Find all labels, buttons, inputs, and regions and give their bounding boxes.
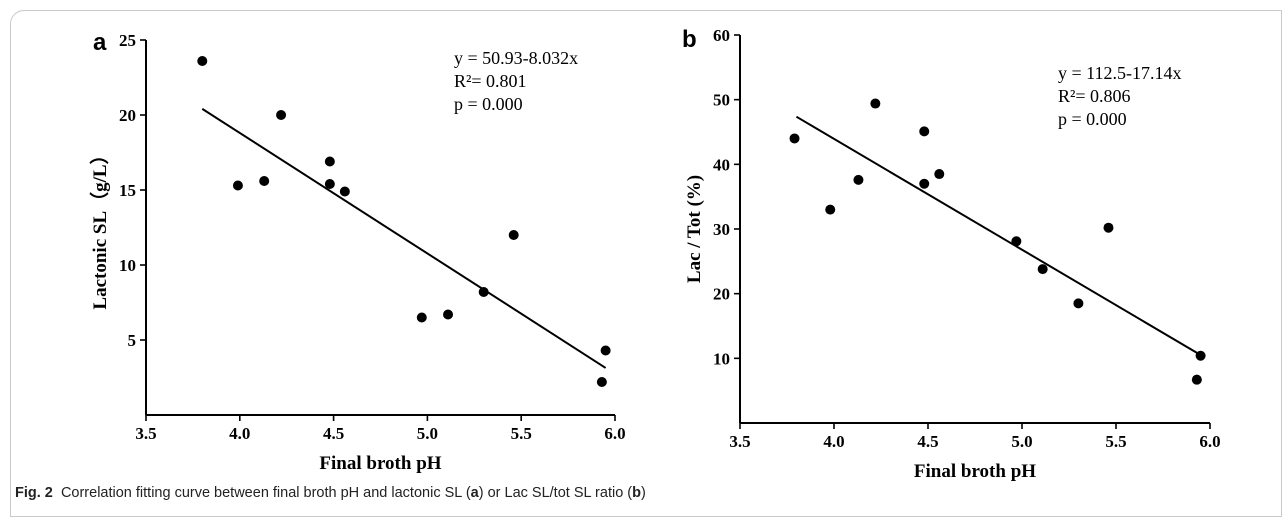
fit-annotation: p = 0.000	[454, 94, 523, 114]
panel-letter: a	[93, 29, 107, 56]
figure-frame	[10, 10, 1282, 517]
x-tick-label: 4.5	[917, 432, 938, 451]
data-point	[276, 110, 287, 120]
data-point	[1191, 374, 1202, 385]
caption-text: Correlation fitting curve between final …	[60, 485, 471, 501]
x-tick-label: 6.0	[1199, 432, 1220, 451]
caption-part-a: a	[470, 485, 479, 501]
y-tick-label: 15	[119, 181, 136, 200]
data-point	[232, 180, 243, 191]
y-axis-title: Lac / Tot (%)	[684, 175, 705, 283]
x-tick-label: 4.0	[823, 432, 844, 451]
data-point	[789, 133, 800, 144]
fit-annotation: R²= 0.806	[1058, 86, 1131, 106]
x-tick-label: 3.5	[729, 432, 750, 451]
panel-letter: b	[682, 26, 697, 53]
y-tick-label: 10	[119, 256, 136, 275]
data-point	[508, 230, 519, 240]
y-tick-label: 10	[713, 349, 730, 368]
data-point	[853, 174, 864, 185]
x-tick-label: 5.5	[1105, 432, 1126, 451]
caption-end: )	[640, 485, 646, 501]
regression-line	[201, 108, 607, 369]
data-point	[870, 98, 881, 109]
y-tick-label: 20	[713, 285, 730, 304]
y-tick-label: 60	[713, 26, 730, 45]
fit-annotation: p = 0.000	[1058, 109, 1127, 129]
data-point	[919, 126, 930, 137]
caption-middle: ) or Lac SL/tot SL ratio (	[478, 485, 633, 501]
fit-annotation: y = 50.93-8.032x	[454, 48, 578, 68]
data-point	[324, 179, 335, 189]
data-point	[324, 156, 335, 167]
data-point	[1073, 298, 1084, 309]
y-tick-label: 25	[119, 31, 136, 50]
data-point	[1103, 222, 1114, 233]
x-tick-label: 5.0	[1011, 432, 1032, 451]
x-tick-label: 5.5	[511, 424, 532, 443]
data-point	[825, 204, 836, 215]
x-axis-title: Final broth pH	[319, 453, 441, 474]
y-tick-label: 30	[713, 220, 730, 239]
data-point	[339, 186, 350, 197]
chart-panel-b: b 3.5 4.0 4.5 5.0 5.5 6.0 10 20 30 40 50 60 Final bro…	[682, 26, 1221, 482]
x-tick-label: 5.0	[417, 424, 438, 443]
y-tick-label: 5	[128, 331, 137, 350]
data-point	[596, 377, 607, 387]
data-point	[1011, 236, 1022, 247]
y-axis-title: Lactonic SL（g/L）	[88, 145, 111, 309]
data-point	[416, 312, 427, 323]
data-point	[1195, 350, 1206, 361]
x-tick-label: 6.0	[604, 424, 625, 443]
data-point	[259, 176, 270, 186]
chart-panel-a: a 3.5 4.0 4.5 5.0 5.5 6.0 5 10 15 20 25 Final broth …	[88, 29, 626, 474]
data-point	[934, 169, 945, 180]
figure-caption: Fig. 2 Correlation fitting curve between…	[15, 485, 1265, 501]
x-axis-title: Final broth pH	[914, 461, 1036, 482]
data-point	[197, 56, 208, 66]
y-tick-label: 50	[713, 91, 730, 110]
data-point	[443, 309, 454, 320]
fit-annotation: R²= 0.801	[454, 71, 527, 91]
fit-annotation: y = 112.5-17.14x	[1058, 63, 1181, 83]
data-point	[600, 345, 611, 356]
y-tick-label: 40	[713, 155, 730, 174]
x-tick-label: 4.5	[323, 424, 344, 443]
data-point	[1037, 264, 1048, 275]
caption-part-b: b	[632, 485, 641, 501]
data-point	[919, 178, 930, 189]
caption-label: Fig. 2	[15, 485, 53, 501]
x-tick-label: 3.5	[135, 424, 156, 443]
data-point	[478, 287, 489, 297]
y-tick-label: 20	[119, 106, 136, 125]
regression-line	[795, 115, 1202, 356]
x-tick-label: 4.0	[229, 424, 250, 443]
